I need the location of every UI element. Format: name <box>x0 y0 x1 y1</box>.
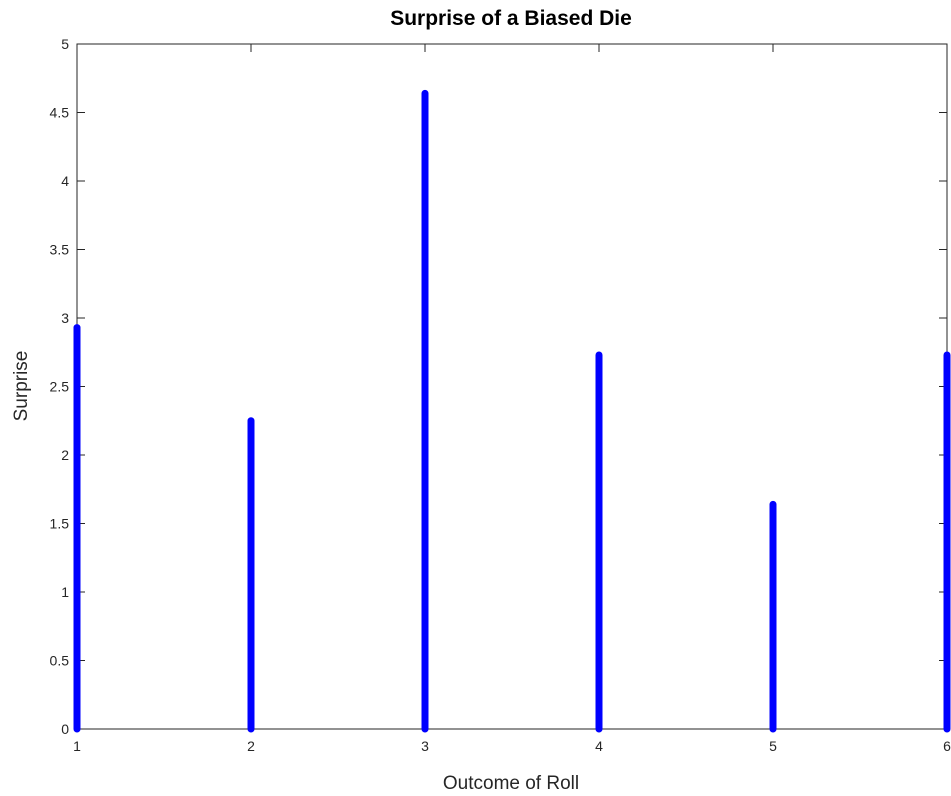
x-tick-label: 2 <box>247 738 255 754</box>
y-tick-label: 2 <box>61 447 69 463</box>
x-axis: 1 2 3 4 5 6 <box>73 44 951 754</box>
x-tick-label: 1 <box>73 738 81 754</box>
y-tick-label: 1.5 <box>50 516 70 532</box>
chart-title: Surprise of a Biased Die <box>390 7 632 30</box>
x-axis-label: Outcome of Roll <box>443 773 579 794</box>
y-tick-label: 0 <box>61 721 69 737</box>
y-tick-label: 4.5 <box>50 105 70 121</box>
x-tick-label: 6 <box>943 738 951 754</box>
y-tick-label: 3.5 <box>50 242 70 258</box>
y-axis: 0 0.5 1 1.5 2 2.5 3 3.5 4 4.5 5 <box>50 36 947 737</box>
plot-area <box>76 43 948 730</box>
y-axis-label: Surprise <box>11 351 32 422</box>
x-tick-label: 5 <box>769 738 777 754</box>
y-tick-label: 3 <box>61 310 69 326</box>
y-tick-label: 2.5 <box>50 379 70 395</box>
x-tick-label: 3 <box>421 738 429 754</box>
y-tick-label: 1 <box>61 584 69 600</box>
data-series <box>73 89 951 733</box>
x-tick-label: 4 <box>595 738 603 754</box>
y-tick-label: 4 <box>61 173 69 189</box>
y-tick-label: 0.5 <box>50 653 70 669</box>
y-tick-label: 5 <box>61 36 69 52</box>
